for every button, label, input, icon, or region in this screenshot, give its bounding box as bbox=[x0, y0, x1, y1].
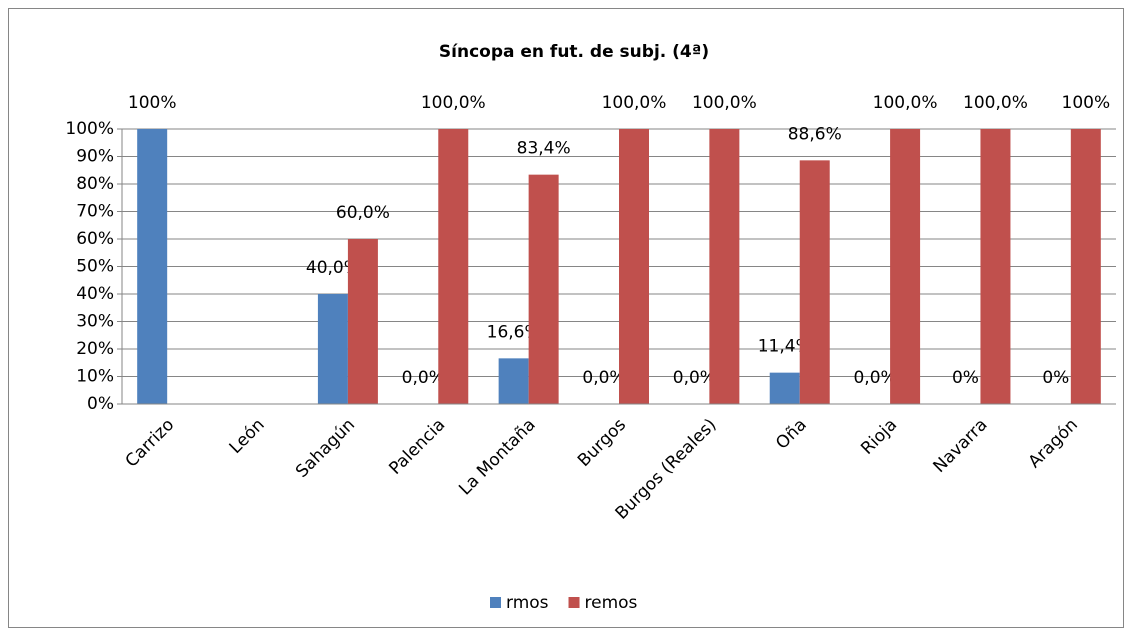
bar bbox=[769, 372, 800, 404]
data-label: 83,4% bbox=[517, 139, 571, 159]
data-label: 0,0% bbox=[673, 368, 716, 388]
bar bbox=[137, 129, 168, 404]
y-tick-label: 10% bbox=[76, 367, 114, 387]
bar bbox=[709, 129, 740, 404]
y-tick-label: 60% bbox=[76, 229, 114, 249]
bar bbox=[890, 129, 921, 404]
legend-swatch bbox=[568, 597, 580, 608]
y-tick-label: 0% bbox=[87, 394, 114, 414]
data-label: 0,0% bbox=[853, 368, 896, 388]
bar bbox=[1070, 129, 1101, 404]
data-label: 0,0% bbox=[582, 368, 625, 388]
data-label: 11,4% bbox=[758, 337, 812, 357]
data-label: 100% bbox=[128, 93, 177, 113]
y-tick-label: 40% bbox=[76, 284, 114, 304]
data-label: 100% bbox=[1062, 93, 1111, 113]
data-label: 100,0% bbox=[692, 93, 757, 113]
bar bbox=[980, 129, 1011, 404]
data-label: 60,0% bbox=[336, 203, 390, 223]
data-label: 100,0% bbox=[873, 93, 938, 113]
legend-label: rmos bbox=[506, 593, 549, 613]
data-label: 100,0% bbox=[602, 93, 667, 113]
bar bbox=[347, 239, 378, 404]
data-label: 0% bbox=[952, 368, 979, 388]
bar bbox=[498, 358, 529, 404]
bar bbox=[438, 129, 469, 404]
y-tick-label: 100% bbox=[65, 119, 114, 139]
bar bbox=[528, 174, 559, 404]
chart-border bbox=[8, 8, 1124, 628]
y-tick-label: 20% bbox=[76, 339, 114, 359]
y-tick-label: 80% bbox=[76, 174, 114, 194]
y-tick-label: 70% bbox=[76, 202, 114, 222]
data-label: 100,0% bbox=[421, 93, 486, 113]
data-label: 88,6% bbox=[788, 124, 842, 144]
y-tick-label: 30% bbox=[76, 312, 114, 332]
y-tick-label: 50% bbox=[76, 257, 114, 277]
data-label: 100,0% bbox=[963, 93, 1028, 113]
legend-label: remos bbox=[585, 593, 638, 613]
data-label: 40,0% bbox=[306, 258, 360, 278]
data-label: 0% bbox=[1042, 368, 1069, 388]
legend-swatch bbox=[490, 597, 501, 608]
y-tick-label: 90% bbox=[76, 147, 114, 167]
bar bbox=[799, 160, 830, 404]
bar bbox=[317, 294, 348, 404]
data-label: 16,6% bbox=[487, 322, 541, 342]
bar bbox=[619, 129, 649, 404]
chart-title: Síncopa en fut. de subj. (4ª) bbox=[439, 42, 709, 62]
data-label: 0,0% bbox=[402, 368, 445, 388]
